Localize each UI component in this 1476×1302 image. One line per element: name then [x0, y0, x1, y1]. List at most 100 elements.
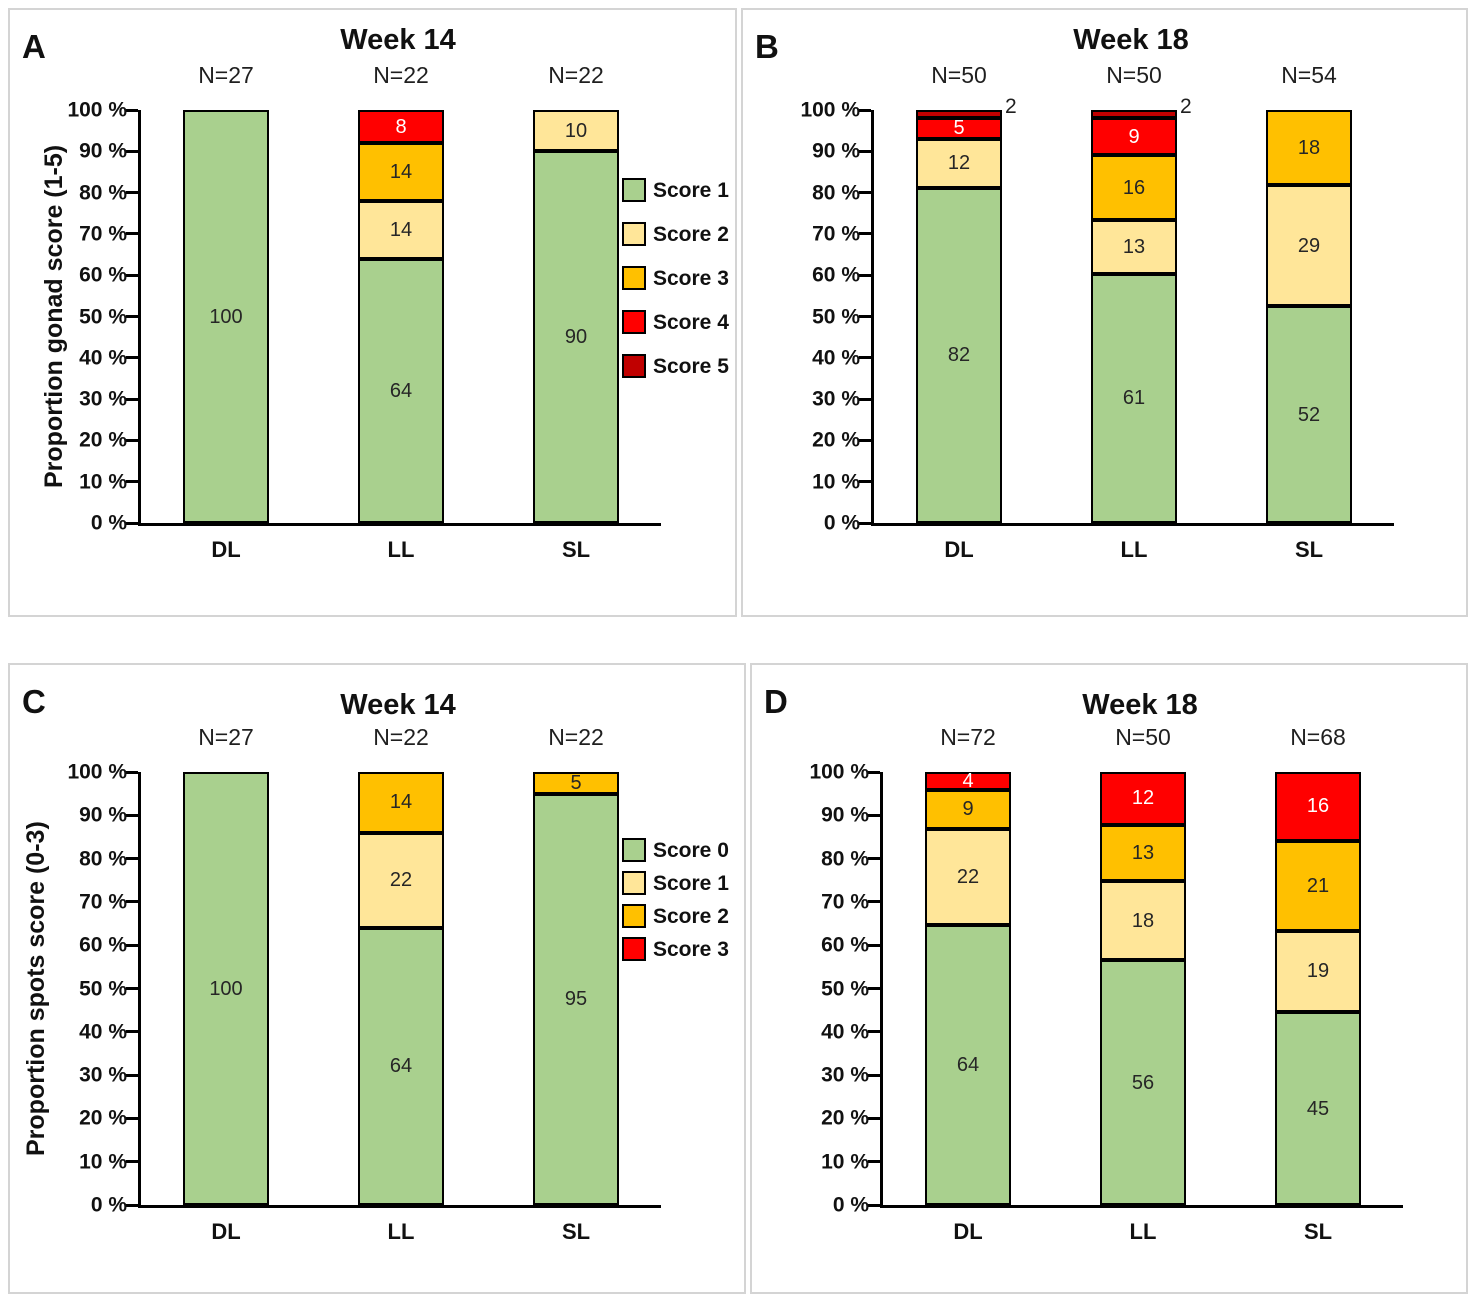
y-tick-label: 60 % [79, 263, 127, 287]
segment-score-0: 64 [358, 927, 444, 1205]
panel-letter: A [22, 28, 46, 65]
y-tick-label: 10 % [812, 470, 860, 494]
segment-score-2: 10 [533, 110, 619, 152]
y-tick [126, 1030, 138, 1034]
segment-score-0: 64 [925, 925, 1011, 1205]
y-tick-label: 90 % [821, 803, 869, 827]
y-tick [859, 149, 871, 153]
segment-score-0: 95 [533, 793, 619, 1205]
legend-label: Score 2 [653, 222, 729, 246]
y-tick [868, 1073, 880, 1077]
segment-value-label: 18 [1131, 909, 1155, 932]
category-label: LL [387, 1219, 415, 1244]
bar-dl: 100 [183, 772, 269, 1205]
y-tick-label: 30 % [79, 387, 127, 411]
segment-score-0: 56 [1100, 960, 1186, 1205]
segment-value-label: 21 [1306, 874, 1330, 897]
legend-label: Score 3 [653, 266, 729, 290]
y-tick [868, 987, 880, 990]
segment-value-label: 9 [1128, 125, 1140, 148]
segment-value-label: 90 [564, 326, 588, 349]
segment-score-2: 13 [1100, 824, 1186, 882]
legend-swatch [622, 178, 646, 202]
legend-item-score-2: Score 2 [622, 904, 729, 928]
y-tick [868, 900, 880, 904]
y-tick [126, 770, 138, 774]
bar-ll: 64 14 14 8 [358, 110, 444, 523]
y-tick-label: 70 % [812, 222, 860, 246]
y-tick-label: 100 % [67, 760, 127, 784]
segment-score-4: 5 [916, 118, 1002, 139]
legend-item-score-0: Score 0 [622, 838, 729, 862]
bar-ll: 61 13 16 9 [1091, 110, 1177, 523]
legend-swatch [622, 838, 646, 862]
segment-score-1: 61 [1091, 273, 1177, 523]
segment-score-1: 82 [916, 187, 1002, 523]
panel-letter: B [755, 28, 779, 65]
segment-value-label: 52 [1297, 403, 1321, 426]
y-tick [126, 315, 138, 318]
segment-value-label: 29 [1297, 234, 1321, 257]
segment-score-2: 21 [1275, 840, 1361, 931]
segment-value-label: 82 [947, 344, 971, 367]
y-tick [859, 191, 871, 195]
y-tick-label: 30 % [79, 1063, 127, 1087]
segment-score-1: 100 [183, 110, 269, 523]
y-tick [126, 521, 138, 525]
category-label: DL [211, 1219, 241, 1244]
y-tick-label: 10 % [79, 1150, 127, 1174]
segment-score-3: 4 [925, 769, 1011, 792]
y-tick [859, 397, 871, 401]
panel-letter: C [22, 683, 46, 720]
segment-value-label: 56 [1131, 1071, 1155, 1094]
y-tick [126, 813, 138, 817]
y-tick-label: 70 % [79, 222, 127, 246]
y-tick-label: 40 % [79, 346, 127, 370]
y-tick [126, 356, 138, 360]
y-tick [126, 1160, 138, 1164]
n-label: N=27 [198, 724, 254, 750]
segment-value-label: 100 [209, 977, 243, 1000]
legend-label: Score 0 [653, 838, 729, 862]
y-tick-label: 30 % [821, 1063, 869, 1087]
y-tick [126, 232, 138, 236]
y-tick-label: 40 % [821, 1020, 869, 1044]
legend-item-score-3: Score 3 [622, 937, 729, 961]
y-tick-label: 0 % [90, 511, 127, 535]
bar-sl: 45 19 21 16 [1275, 772, 1361, 1205]
panel-title: Week 14 [340, 24, 456, 56]
y-tick-label: 10 % [821, 1150, 869, 1174]
segment-value-label: 64 [389, 1055, 413, 1078]
y-tick [868, 770, 880, 774]
y-tick [859, 232, 871, 236]
segment-score-2: 13 [1091, 220, 1177, 274]
y-tick-label: 80 % [79, 847, 127, 871]
segment-score-0: 45 [1275, 1012, 1361, 1205]
segment-score-2: 14 [358, 772, 444, 833]
segment-score-1: 52 [1266, 306, 1352, 523]
y-tick-label: 70 % [821, 890, 869, 914]
outside-value-label: 2 [1180, 95, 1192, 118]
plot-area: 0 % 10 % 20 % 30 % 40 % 50 % 60 % 70 % 80 % 90 % 1… [809, 726, 1403, 1243]
panel-b: B Week 18 0 % 10 % 20 % 30 % 40 % 50 % 60 % 70 … [741, 8, 1468, 617]
segment-value-label: 4 [962, 769, 974, 792]
category-label: LL [387, 537, 415, 562]
plot-area: 0 % 10 % 20 % 30 % 40 % 50 % 60 % 70 % 80 % 90 % 1… [67, 64, 661, 561]
segment-value-label: 100 [209, 305, 243, 328]
legend-label: Score 3 [653, 937, 729, 961]
n-label: N=50 [1115, 724, 1171, 750]
y-tick-label: 0 % [823, 511, 860, 535]
bar-sl: 90 10 [533, 110, 619, 523]
y-tick-label: 60 % [79, 933, 127, 957]
legend-label: Score 5 [653, 354, 729, 378]
y-tick-label: 90 % [79, 139, 127, 163]
y-tick [859, 273, 871, 277]
y-tick [126, 480, 138, 484]
segment-value-label: 45 [1306, 1097, 1330, 1120]
y-tick-label: 80 % [821, 847, 869, 871]
y-tick [126, 149, 138, 153]
y-tick-label: 100 % [809, 760, 869, 784]
legend-swatch [622, 222, 646, 246]
y-tick [126, 1203, 138, 1207]
